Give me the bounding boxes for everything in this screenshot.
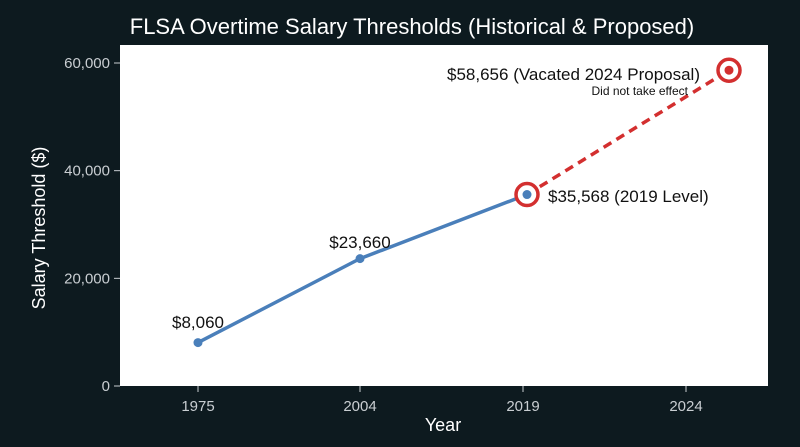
data-point	[522, 190, 532, 200]
proposal-point	[724, 65, 734, 75]
y-tick-label: 60,000	[64, 55, 110, 72]
plot-area	[120, 45, 768, 386]
data-label: $23,660	[329, 233, 390, 252]
proposal-note: Did not take effect	[591, 84, 688, 98]
y-tick-label: 20,000	[64, 270, 110, 287]
x-tick-label: 1975	[181, 398, 214, 415]
y-tick-label: 40,000	[64, 163, 110, 180]
y-axis: 0 20,000 40,000 60,000	[64, 55, 120, 395]
x-axis: 1975 2004 2019 2024	[181, 386, 703, 415]
data-point	[355, 254, 365, 264]
x-tick-label: 2024	[669, 398, 702, 415]
y-axis-title: Salary Threshold ($)	[29, 147, 49, 310]
data-label: $35,568 (2019 Level)	[548, 187, 709, 206]
label-layer: $8,060 $23,660 $35,568 (2019 Level) $58,656…	[172, 65, 709, 332]
proposal-label: $58,656 (Vacated 2024 Proposal)	[447, 65, 700, 84]
proposal-dashed-line	[526, 68, 730, 197]
series-layer	[193, 57, 742, 348]
data-label: $8,060	[172, 313, 224, 332]
x-tick-label: 2019	[506, 398, 539, 415]
chart-title: FLSA Overtime Salary Thresholds (Histori…	[130, 14, 694, 39]
x-axis-title: Year	[425, 415, 461, 435]
x-tick-label: 2004	[343, 398, 376, 415]
y-tick-label: 0	[102, 378, 110, 395]
data-point	[193, 338, 203, 348]
